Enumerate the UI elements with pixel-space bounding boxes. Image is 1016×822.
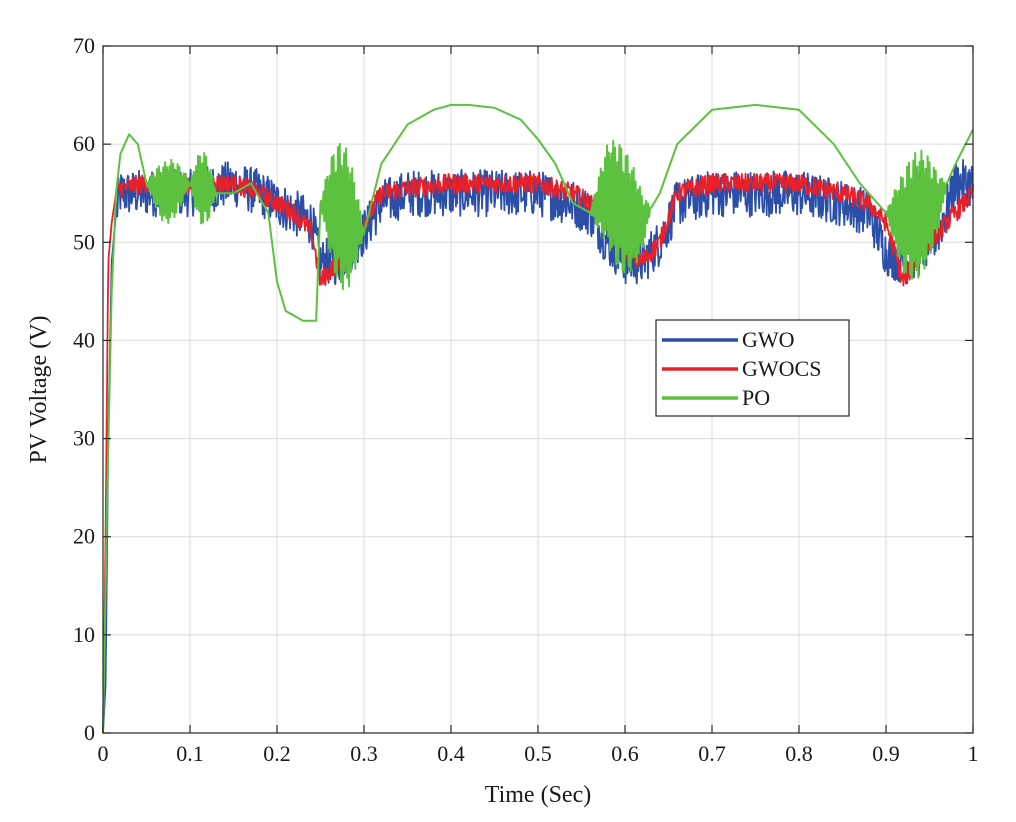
y-tick-label-0: 0 — [84, 720, 95, 745]
y-tick-label-7: 70 — [73, 33, 95, 58]
y-tick-labels: 0 10 20 30 40 50 60 70 — [73, 33, 95, 745]
series-line-gwocs — [102, 172, 974, 734]
y-tick-label-4: 40 — [73, 327, 95, 352]
x-axis-label: Time (Sec) — [485, 782, 591, 808]
x-tick-label-9: 0.9 — [872, 741, 900, 766]
x-tick-label-6: 0.6 — [611, 741, 639, 766]
legend-label-gwo: GWO — [742, 327, 795, 352]
legend-label-po: PO — [742, 385, 770, 410]
y-tick-label-1: 10 — [73, 622, 95, 647]
x-tick-label-4: 0.4 — [437, 741, 465, 766]
series-line-po — [102, 103, 974, 734]
x-tick-label-1: 0.1 — [176, 741, 204, 766]
tick-marks — [102, 45, 974, 734]
y-tick-label-3: 30 — [73, 426, 95, 451]
y-axis-label: PV Voltage (V) — [26, 315, 52, 463]
x-tick-label-0: 0 — [98, 741, 109, 766]
legend-entry-gwocs: GWOCS — [662, 356, 821, 381]
legend-entry-gwo: GWO — [662, 327, 795, 352]
x-tick-label-10: 1 — [968, 741, 979, 766]
y-tick-label-5: 50 — [73, 229, 95, 254]
x-tick-label-3: 0.3 — [350, 741, 378, 766]
y-tick-label-6: 60 — [73, 131, 95, 156]
y-tick-label-2: 20 — [73, 524, 95, 549]
x-tick-labels: 0 0.1 0.2 0.3 0.4 0.5 0.6 0.7 0.8 0.9 1 — [98, 741, 979, 766]
x-tick-label-2: 0.2 — [263, 741, 291, 766]
legend: GWO GWOCS PO — [655, 319, 850, 417]
x-tick-label-5: 0.5 — [524, 741, 552, 766]
legend-label-gwocs: GWOCS — [742, 356, 821, 381]
x-tick-label-7: 0.7 — [698, 741, 726, 766]
legend-entry-po: PO — [662, 385, 770, 410]
series-lines — [102, 103, 974, 734]
x-tick-label-8: 0.8 — [785, 741, 813, 766]
